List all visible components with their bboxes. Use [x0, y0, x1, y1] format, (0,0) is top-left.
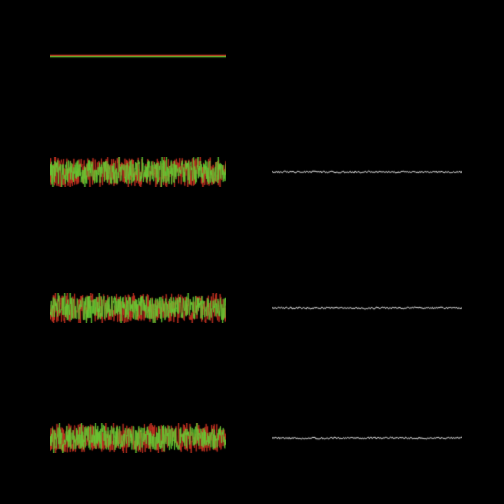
panel-r1-c0	[50, 157, 226, 187]
panel-r1-c1	[272, 157, 462, 187]
panel-r3-c0	[50, 423, 226, 453]
panel-r0-c0	[50, 41, 226, 71]
panel-r2-c0	[50, 293, 226, 323]
chart-grid	[0, 0, 504, 504]
panel-r2-c1	[272, 293, 462, 323]
panel-r3-c1	[272, 423, 462, 453]
